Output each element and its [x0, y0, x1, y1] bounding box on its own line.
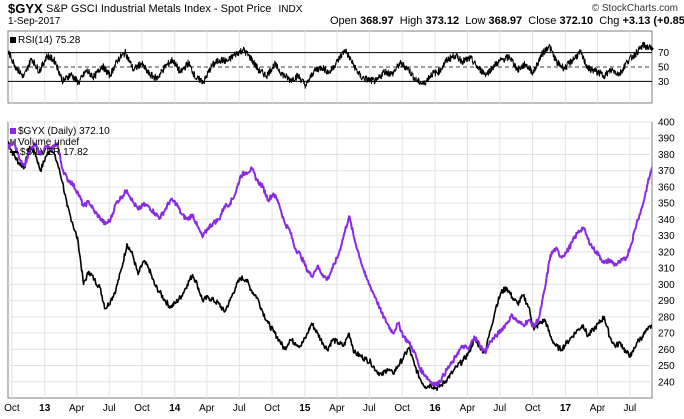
rsi-panel: 30 50 70	[7, 30, 670, 104]
silver-legend: $SILVER 17.82	[10, 147, 88, 158]
x-tick-label: 16	[429, 403, 441, 414]
rsi-last-point	[650, 47, 654, 51]
volume-legend: Volume undef	[10, 137, 79, 148]
x-tick-label: Oct	[394, 403, 410, 414]
x-tick-label: Jul	[624, 403, 637, 414]
price-series-group	[8, 140, 652, 391]
price-y-tick-label: 250	[658, 361, 675, 372]
rsi-y-tick-label: 70	[658, 48, 670, 59]
symbol-title: $GYX	[8, 1, 43, 16]
open-value: 368.97	[359, 15, 394, 27]
x-tick-label: Apr	[199, 403, 215, 414]
x-tick-label: Jul	[103, 403, 116, 414]
low-label: Low	[465, 15, 486, 27]
x-tick-label: 13	[39, 403, 51, 414]
high-label: High	[399, 15, 423, 27]
rsi-y-tick-label: 30	[658, 77, 670, 88]
price-y-tick-label: 340	[658, 215, 675, 226]
x-tick-label: Apr	[590, 403, 606, 414]
chg-value: +3.13 (+0.85%)	[622, 15, 684, 27]
price-y-tick-label: 240	[658, 377, 675, 388]
price-y-tick-label: 300	[658, 280, 675, 291]
chart-date: 1-Sep-2017	[8, 16, 61, 27]
price-y-tick-label: 320	[658, 247, 675, 258]
price-y-tick-label: 270	[658, 329, 675, 340]
index-name-text: S&P GSCI Industrial Metals Index - Spot …	[46, 3, 272, 15]
x-tick-label: Oct	[264, 403, 280, 414]
x-tick-label: Apr	[69, 403, 85, 414]
silver-legend-swatch	[10, 151, 18, 154]
price-y-tick-label: 310	[658, 264, 675, 275]
rsi-series-group	[8, 41, 652, 89]
index-name: S&P GSCI Industrial Metals Index - Spot …	[46, 3, 302, 15]
high-value: 373.12	[425, 15, 460, 27]
watermark: © StockCharts.com	[591, 3, 678, 14]
x-tick-label: Jul	[233, 403, 246, 414]
rsi-legend-icon	[10, 37, 16, 44]
x-tick-label: Oct	[525, 403, 541, 414]
price-y-tick-label: 290	[658, 296, 675, 307]
x-tick-label: Apr	[460, 403, 476, 414]
x-tick-label: 17	[560, 403, 572, 414]
x-tick-label: 14	[169, 403, 181, 414]
open-label: Open	[330, 15, 357, 27]
rsi-series-line	[8, 41, 652, 89]
gyx-legend-swatch	[10, 128, 16, 135]
rsi-legend-label: RSI(14) 75.28	[18, 35, 81, 46]
close-label: Close	[528, 15, 557, 27]
x-tick-label: 15	[299, 403, 311, 414]
gyx-series-line	[8, 140, 652, 387]
price-panel: 240 250 260 270 280 290 300 310 320 330 340 350 360 3…	[7, 118, 675, 399]
rsi-y-tick-label: 50	[658, 63, 670, 74]
volume-legend-icon	[10, 139, 16, 146]
close-value: 372.10	[559, 15, 594, 27]
price-y-tick-label: 400	[658, 118, 675, 129]
price-frame	[7, 121, 653, 399]
price-y-tick-label: 380	[658, 150, 675, 161]
price-y-tick-label: 360	[658, 182, 675, 193]
low-value: 368.97	[488, 15, 523, 27]
x-tick-label: Apr	[329, 403, 345, 414]
silver-legend-label: $SILVER 17.82	[20, 147, 89, 158]
silver-series-line	[8, 141, 652, 391]
x-tick-label: Oct	[134, 403, 150, 414]
price-y-tick-label: 350	[658, 199, 675, 210]
volume-legend-label: Volume undef	[18, 137, 80, 148]
x-tick-label: Jul	[493, 403, 506, 414]
gyx-legend: $GYX (Daily) 372.10	[10, 126, 110, 137]
x-tick-label: Oct	[4, 403, 20, 414]
chg-label: Chg	[599, 15, 620, 27]
ohlc-readout: Open 368.97 High 373.12 Low 368.97 Close…	[330, 15, 684, 27]
exchange-label: INDX	[278, 4, 303, 15]
price-y-tick-label: 330	[658, 231, 675, 242]
price-y-tick-label: 370	[658, 166, 675, 177]
price-y-tick-label: 280	[658, 312, 675, 323]
x-tick-label: Jul	[363, 403, 376, 414]
price-y-tick-label: 390	[658, 134, 675, 145]
price-y-tick-label: 260	[658, 345, 675, 356]
rsi-legend: RSI(14) 75.28	[10, 35, 80, 46]
x-axis: Oct 13 Apr Jul Oct 14 Apr Jul Oct 15 Apr Jul Oct 16 Ap…	[4, 403, 636, 414]
gyx-legend-label: $GYX (Daily) 372.10	[18, 126, 110, 137]
